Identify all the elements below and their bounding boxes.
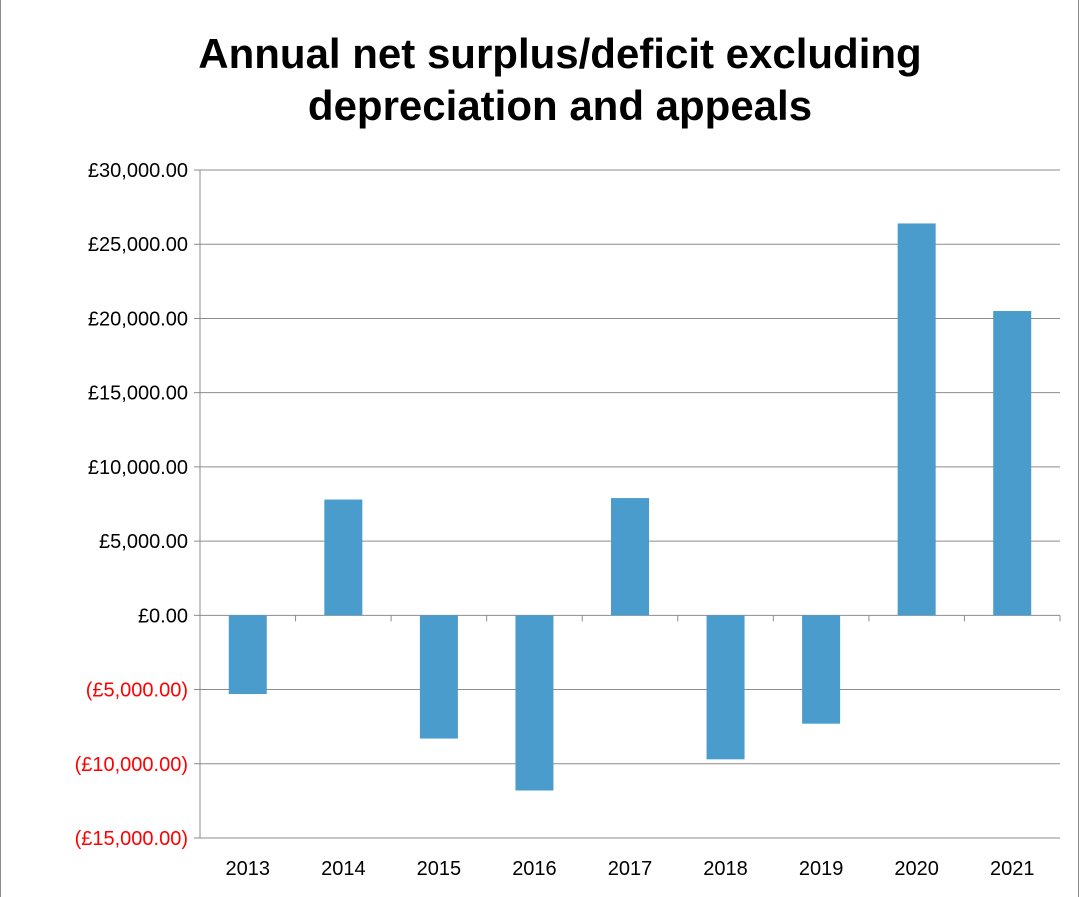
bar-2020 xyxy=(897,223,936,616)
x-tick-label: 2016 xyxy=(512,858,557,880)
bar-2014 xyxy=(324,499,363,616)
y-tick-label: £10,000.00 xyxy=(88,457,188,479)
x-tick-label: 2019 xyxy=(799,858,844,880)
bar-2015 xyxy=(419,615,458,739)
x-tick-label: 2018 xyxy=(703,858,748,880)
y-tick-label: £15,000.00 xyxy=(88,383,188,405)
x-tick-label: 2017 xyxy=(608,858,653,880)
bar-2021 xyxy=(993,311,1032,616)
x-tick-label: 2015 xyxy=(417,858,462,880)
x-tick-label: 2020 xyxy=(894,858,939,880)
y-tick-label: £0.00 xyxy=(138,605,188,627)
y-tick-label: (£15,000.00) xyxy=(75,828,188,850)
bar-2018 xyxy=(706,615,745,760)
bar-2019 xyxy=(802,615,841,724)
y-tick-label: £20,000.00 xyxy=(88,308,188,330)
x-tick-label: 2021 xyxy=(990,858,1035,880)
y-tick-label: £25,000.00 xyxy=(88,234,188,256)
y-tick-label: £30,000.00 xyxy=(88,160,188,182)
bar-2016 xyxy=(515,615,554,791)
y-tick-label: £5,000.00 xyxy=(99,531,188,553)
chart-title: Annual net surplus/deficit excluding dep… xyxy=(198,30,922,129)
x-tick-label: 2014 xyxy=(321,858,366,880)
y-tick-label: (£10,000.00) xyxy=(75,754,188,776)
y-tick-label: (£5,000.00) xyxy=(86,680,188,702)
bar-2017 xyxy=(611,498,649,616)
bar-2013 xyxy=(228,615,267,695)
x-tick-label: 2013 xyxy=(226,858,271,880)
